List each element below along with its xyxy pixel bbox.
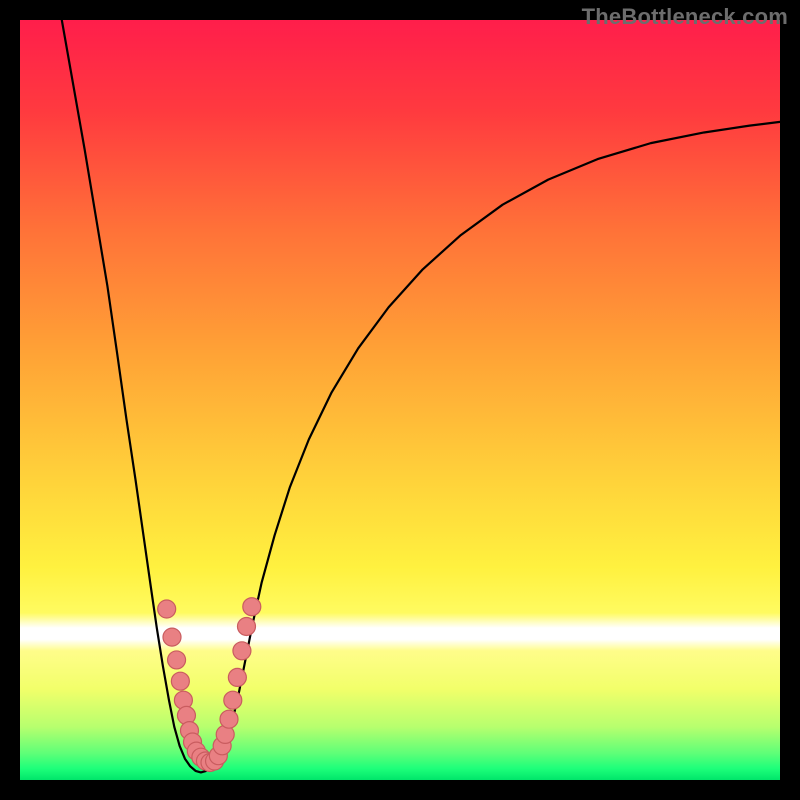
marker-dot <box>158 600 176 618</box>
marker-dot <box>220 710 238 728</box>
marker-dot <box>243 598 261 616</box>
chart-svg <box>0 0 800 800</box>
marker-dot <box>171 672 189 690</box>
marker-dot <box>168 651 186 669</box>
gradient-background <box>20 20 780 780</box>
marker-dot <box>237 617 255 635</box>
marker-dot <box>224 691 242 709</box>
chart-stage: TheBottleneck.com <box>0 0 800 800</box>
marker-dot <box>163 628 181 646</box>
marker-dot <box>228 668 246 686</box>
watermark-text: TheBottleneck.com <box>582 4 788 30</box>
marker-dot <box>233 642 251 660</box>
